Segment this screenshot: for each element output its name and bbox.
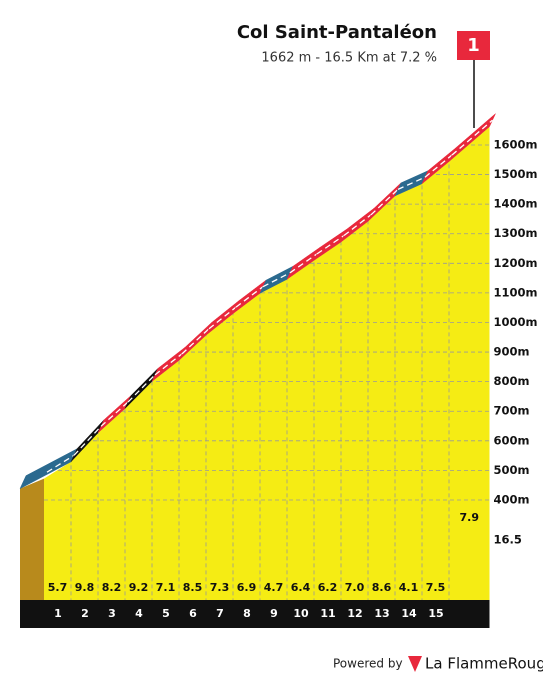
center-dash (181, 328, 210, 355)
base-band (20, 600, 490, 628)
y-tick-label: 700m (494, 404, 530, 418)
gradient-label: 9.8 (75, 581, 95, 594)
center-dash (154, 353, 183, 376)
y-tick-label: 400m (494, 492, 530, 506)
gradient-label: 8.6 (372, 581, 392, 594)
y-tick-label: 1300m (494, 226, 538, 240)
x-tick-label: 15 (428, 607, 443, 620)
y-tick-label: 900m (494, 345, 530, 359)
x-tick-label: 13 (374, 607, 389, 620)
gradient-label: 6.2 (318, 581, 338, 594)
gradient-label: 6.4 (291, 581, 311, 594)
logo (408, 656, 422, 672)
chart-title: Col Saint-Pantaléon (237, 22, 437, 43)
center-dash (451, 119, 493, 156)
y-tick-label: 1400m (494, 197, 538, 211)
gradient-label: 6.9 (237, 581, 257, 594)
center-dash (262, 272, 291, 288)
gradient-label: 7.0 (345, 581, 365, 594)
x-tick-label: 5 (162, 607, 170, 620)
center-dash (100, 401, 129, 427)
gradient-label: 8.2 (102, 581, 122, 594)
gradient-label: 5.7 (48, 581, 68, 594)
center-dash (370, 188, 399, 216)
y-tick-label: 1100m (494, 285, 538, 299)
gradient-segment (448, 113, 496, 162)
gradient-label: 9.2 (129, 581, 149, 594)
x-tick-label: 10 (293, 607, 309, 620)
plot: 400m 500m 600m 700m 800m 900m 1000m 1100m 1200m 1… (19, 113, 538, 628)
y-tick-label: 1200m (494, 256, 538, 270)
center-dash (424, 154, 453, 178)
gradient-label: 7.3 (210, 581, 230, 594)
chart-subtitle: 1662 m - 16.5 Km at 7.2 % (261, 51, 437, 66)
center-dash (316, 234, 345, 255)
x-tick-label: 12 (347, 607, 362, 620)
gradient-label: 7.1 (156, 581, 176, 594)
x-tick-label: 3 (108, 607, 116, 620)
y-tick-label: 800m (494, 374, 530, 388)
center-dash (208, 306, 237, 330)
x-tick-label: 8 (243, 607, 251, 620)
center-dash (289, 253, 318, 274)
center-dash (343, 214, 372, 237)
x-tick-label: 16.5 (494, 533, 522, 547)
x-tick-label: 2 (81, 607, 89, 620)
powered-by: Powered by (333, 657, 403, 671)
gradient-label: 7.9 (460, 511, 480, 524)
gradient-label: 7.5 (426, 581, 446, 594)
y-tick-label: 500m (494, 463, 530, 477)
center-dash (46, 454, 75, 473)
y-tick-label: 1000m (494, 315, 538, 329)
gradient-label: 8.5 (183, 581, 203, 594)
gradient-label: 4.7 (264, 581, 284, 594)
profile-area (44, 126, 490, 600)
flag (457, 31, 490, 60)
side-face (20, 478, 44, 600)
x-tick-label: 1 (54, 607, 62, 620)
center-dash (235, 286, 264, 308)
brand: La FlammeRouge (425, 655, 543, 673)
flag-label: 1 (467, 35, 480, 56)
y-tick-label: 600m (494, 433, 530, 447)
center-dash (73, 425, 102, 456)
gradient-label: 4.1 (399, 581, 419, 594)
x-tick-label: 7 (216, 607, 224, 620)
center-dash (397, 176, 426, 190)
x-tick-label: 6 (189, 607, 197, 620)
x-tick-label: 4 (135, 607, 143, 620)
y-tick-label: 1500m (494, 167, 538, 181)
x-tick-label: 9 (270, 607, 278, 620)
x-tick-label: 11 (320, 607, 335, 620)
x-tick-label: 14 (401, 607, 417, 620)
y-tick-label: 1600m (494, 137, 538, 151)
center-dash (127, 374, 156, 403)
